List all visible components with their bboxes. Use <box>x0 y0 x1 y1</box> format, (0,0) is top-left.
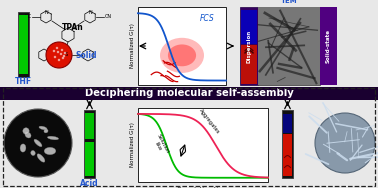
Bar <box>0 87 378 100</box>
Ellipse shape <box>56 47 58 49</box>
Bar <box>258 7 320 85</box>
Text: NC: NC <box>25 14 31 20</box>
Bar <box>282 110 293 178</box>
Text: Correlation time: Correlation time <box>156 91 208 96</box>
Ellipse shape <box>61 49 63 51</box>
Ellipse shape <box>34 139 42 147</box>
Text: Correlation time: Correlation time <box>177 187 229 188</box>
Text: Normalized G(τ): Normalized G(τ) <box>130 123 135 168</box>
Bar <box>258 7 320 85</box>
Text: N: N <box>44 11 48 15</box>
Bar <box>241 10 257 44</box>
Ellipse shape <box>20 144 26 152</box>
Text: Dispersion: Dispersion <box>246 30 251 63</box>
Bar <box>84 110 95 178</box>
Text: Solid: Solid <box>75 51 96 59</box>
Ellipse shape <box>25 132 31 138</box>
Text: TEM: TEM <box>281 0 297 4</box>
Bar <box>18 12 29 77</box>
Text: Base: Base <box>311 93 332 102</box>
Text: Deciphering molecular self-assembly: Deciphering molecular self-assembly <box>85 89 293 99</box>
Ellipse shape <box>62 57 64 59</box>
Ellipse shape <box>44 147 56 155</box>
Ellipse shape <box>63 55 65 57</box>
Bar <box>320 7 337 85</box>
Text: FCS: FCS <box>200 14 214 23</box>
Bar <box>283 134 292 176</box>
Ellipse shape <box>48 136 59 140</box>
Text: S: S <box>64 52 68 58</box>
Text: Normalized G(τ): Normalized G(τ) <box>130 24 135 68</box>
Text: N: N <box>88 11 92 15</box>
Text: Solution
like: Solution like <box>150 133 170 157</box>
Text: Aggregates: Aggregates <box>198 108 221 135</box>
Bar <box>19 15 28 74</box>
Bar <box>241 45 257 84</box>
Ellipse shape <box>160 38 204 73</box>
Text: Solid-state: Solid-state <box>326 29 331 63</box>
Bar <box>85 142 94 176</box>
Bar <box>138 7 226 85</box>
Ellipse shape <box>4 109 72 177</box>
Ellipse shape <box>64 52 66 54</box>
Bar <box>283 114 292 133</box>
Text: CN: CN <box>104 14 112 20</box>
Ellipse shape <box>46 42 72 68</box>
Bar <box>85 113 94 139</box>
Ellipse shape <box>60 53 62 55</box>
Ellipse shape <box>31 150 35 155</box>
Bar <box>138 108 268 182</box>
Ellipse shape <box>39 126 47 130</box>
Ellipse shape <box>168 44 196 66</box>
Text: Acid: Acid <box>80 178 99 187</box>
Ellipse shape <box>58 59 60 61</box>
Ellipse shape <box>44 129 48 133</box>
Ellipse shape <box>53 50 55 52</box>
Ellipse shape <box>315 113 375 173</box>
Ellipse shape <box>23 128 29 134</box>
Ellipse shape <box>37 154 45 162</box>
Bar <box>240 7 258 85</box>
Bar <box>3 88 375 186</box>
Ellipse shape <box>54 56 56 58</box>
Text: THF: THF <box>15 77 32 86</box>
Text: TPAn: TPAn <box>62 23 84 32</box>
Bar <box>0 100 378 188</box>
Bar <box>0 0 378 87</box>
Ellipse shape <box>57 51 59 53</box>
